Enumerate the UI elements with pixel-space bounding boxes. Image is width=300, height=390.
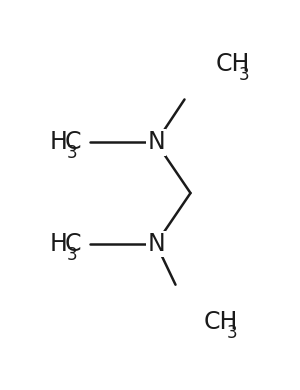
Text: N: N xyxy=(147,130,165,154)
Text: C: C xyxy=(64,130,81,154)
Text: H: H xyxy=(50,130,68,154)
Text: 3: 3 xyxy=(67,246,77,264)
Text: 3: 3 xyxy=(226,324,237,342)
Text: N: N xyxy=(147,232,165,256)
Text: 3: 3 xyxy=(238,66,249,84)
Text: C: C xyxy=(64,232,81,256)
Text: CH: CH xyxy=(204,310,239,334)
Text: CH: CH xyxy=(216,52,250,76)
Text: H: H xyxy=(50,232,68,256)
Text: 3: 3 xyxy=(67,144,77,162)
